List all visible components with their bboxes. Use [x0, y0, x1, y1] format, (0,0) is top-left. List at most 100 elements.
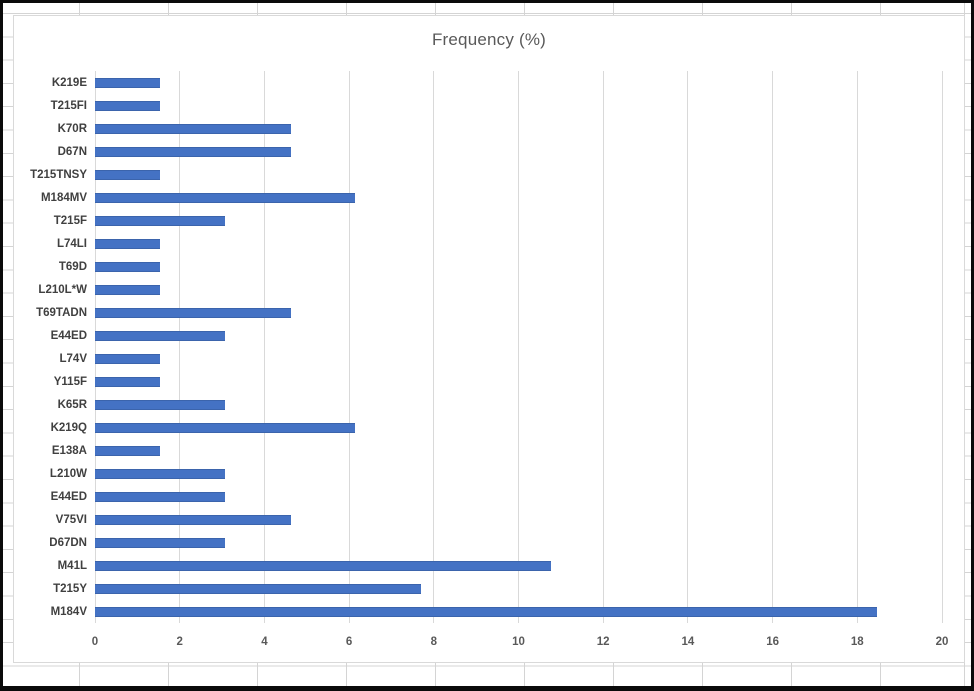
bar-L74V[interactable]: [95, 353, 161, 364]
bar-row: [95, 347, 942, 370]
category-label-V75VI: V75VI: [55, 513, 87, 526]
bar-E44ED[interactable]: [95, 330, 226, 341]
category-label-T69D: T69D: [58, 260, 87, 273]
category-label-E138A: E138A: [51, 444, 87, 457]
bar-row: [95, 577, 942, 600]
bar-M184MV[interactable]: [95, 192, 356, 203]
category-label-Y115F: Y115F: [53, 375, 87, 388]
bar-row: [95, 71, 942, 94]
bar-T215Y[interactable]: [95, 583, 421, 594]
bar-row: [95, 485, 942, 508]
bar-row: [95, 554, 942, 577]
category-label-T69TADN: T69TADN: [36, 306, 87, 319]
category-label-T215F: T215F: [53, 214, 87, 227]
bar-T215FI[interactable]: [95, 100, 161, 111]
bar-row: [95, 278, 942, 301]
category-label-T215TNSY: T215TNSY: [30, 168, 87, 181]
category-label-M184V: M184V: [50, 605, 87, 618]
bar-K65R[interactable]: [95, 399, 226, 410]
gridline-x-8: [433, 71, 435, 623]
gridline-x-16: [772, 71, 774, 623]
gridline-x-20: [941, 71, 943, 623]
category-label-M41L: M41L: [57, 559, 87, 572]
bar-chart-canvas[interactable]: Frequency (%) K219E T215FI K70R D67N T215TNS…: [13, 15, 965, 663]
x-tick-label-8: 8: [430, 636, 437, 648]
bar-row: [95, 209, 942, 232]
bar-row: [95, 163, 942, 186]
value-axis: 0 2 4 6 8 10 12 14 16 18 20: [91, 636, 949, 656]
category-label-K65R: K65R: [57, 398, 87, 411]
bar-row: [95, 255, 942, 278]
gridline-x-6: [348, 71, 350, 623]
bar-row: [95, 393, 942, 416]
bar-K219E[interactable]: [95, 77, 161, 88]
chart-title: Frequency (%): [431, 30, 547, 49]
bar-Y115F[interactable]: [95, 376, 161, 387]
plot-area: [94, 71, 943, 623]
category-axis-labels: K219E T215FI K70R D67N T215TNSY M184MV T215F L7…: [14, 71, 87, 623]
category-label-E44ED: E44ED: [50, 490, 87, 503]
gridline-x-2: [179, 71, 181, 623]
bar-E44ED[interactable]: [95, 491, 226, 502]
bar-series: [95, 71, 942, 623]
bar-row: [95, 416, 942, 439]
bar-M184V[interactable]: [95, 606, 877, 617]
gridline-x-10: [518, 71, 519, 623]
category-label-L74V: L74V: [59, 352, 88, 365]
gridline-x-14: [687, 71, 689, 623]
category-label-K219Q: K219Q: [50, 421, 87, 434]
x-tick-label-4: 4: [261, 636, 268, 648]
gridline-x-4: [263, 71, 265, 623]
bar-T69D[interactable]: [95, 261, 161, 272]
x-tick-label-14: 14: [681, 636, 695, 648]
bar-T69TADN[interactable]: [95, 307, 291, 318]
gridline-x-0: [94, 71, 96, 623]
x-tick-label-12: 12: [596, 636, 610, 648]
gridline-x-18: [856, 71, 858, 623]
bar-row: [95, 531, 942, 554]
bar-M41L[interactable]: [95, 560, 552, 571]
bar-T215F[interactable]: [95, 215, 226, 226]
category-label-D67DN: D67DN: [49, 536, 87, 549]
category-label-K219E: K219E: [51, 76, 87, 89]
bar-row: [95, 94, 942, 117]
category-label-K70R: K70R: [57, 122, 87, 135]
bar-D67DN[interactable]: [95, 537, 226, 548]
x-tick-label-16: 16: [766, 636, 779, 648]
x-tick-label-6: 6: [345, 636, 353, 648]
bar-row: [95, 232, 942, 255]
x-tick-label-20: 20: [935, 636, 949, 648]
bar-row: [95, 508, 942, 531]
category-label-L210L*W: L210L*W: [38, 283, 87, 296]
bar-E138A[interactable]: [95, 445, 161, 456]
gridline-x-12: [602, 71, 604, 623]
category-label-D67N: D67N: [57, 145, 87, 158]
category-label-T215Y: T215Y: [53, 582, 87, 595]
x-tick-label-18: 18: [850, 636, 864, 648]
bar-K219Q[interactable]: [95, 422, 356, 433]
x-tick-label-0: 0: [91, 636, 99, 648]
bar-row: [95, 439, 942, 462]
bar-row: [95, 140, 942, 163]
category-label-T215FI: T215FI: [50, 99, 87, 112]
x-tick-label-2: 2: [176, 636, 183, 648]
bar-row: [95, 600, 942, 623]
bar-row: [95, 186, 942, 209]
bar-row: [95, 117, 942, 140]
bar-row: [95, 370, 942, 393]
bar-T215TNSY[interactable]: [95, 169, 161, 180]
bar-row: [95, 462, 942, 485]
category-label-E44ED: E44ED: [50, 329, 87, 342]
bar-L210W[interactable]: [95, 468, 226, 479]
category-label-L74LI: L74LI: [56, 237, 87, 250]
bar-L74LI[interactable]: [95, 238, 161, 249]
bar-V75VI[interactable]: [95, 514, 291, 525]
category-label-L210W: L210W: [49, 467, 87, 480]
x-tick-label-10: 10: [512, 636, 525, 648]
bar-row: [95, 324, 942, 347]
category-label-M184MV: M184MV: [40, 191, 87, 204]
bar-row: [95, 301, 942, 324]
bar-K70R[interactable]: [95, 123, 291, 134]
bar-L210L*W[interactable]: [95, 284, 161, 295]
bar-D67N[interactable]: [95, 146, 291, 157]
